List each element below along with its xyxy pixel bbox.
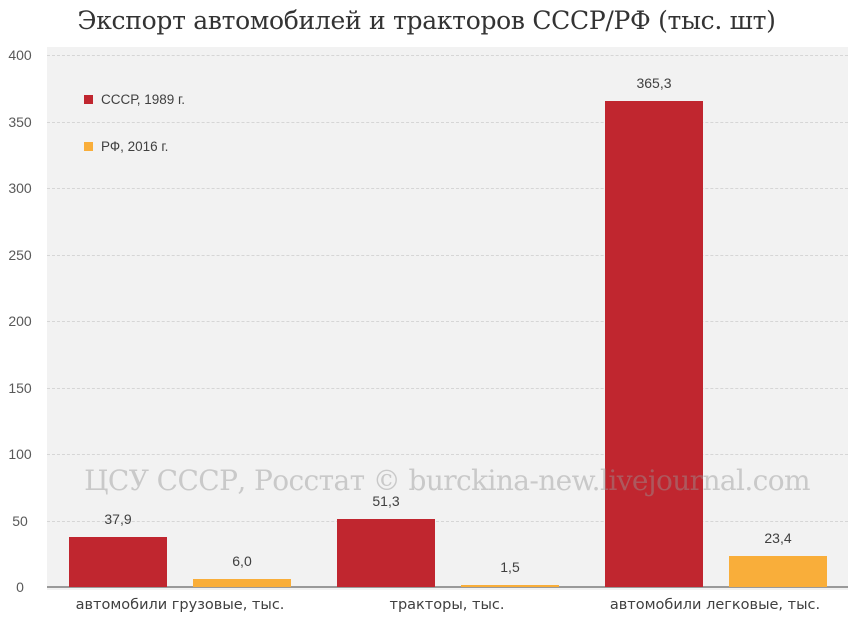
y-tick-label: 0 bbox=[16, 579, 24, 595]
gridline bbox=[47, 121, 848, 123]
y-tick-label: 250 bbox=[8, 246, 32, 263]
gridline bbox=[47, 387, 848, 389]
y-tick-label: 100 bbox=[8, 446, 32, 462]
x-category-label: автомобили грузовые, тыс. bbox=[75, 597, 285, 613]
gridline bbox=[47, 55, 848, 56]
bar-rf bbox=[193, 579, 291, 587]
gridline bbox=[47, 454, 848, 455]
legend-swatch-ussr-icon bbox=[84, 95, 93, 104]
y-tick-label: 150 bbox=[8, 379, 32, 396]
bar-ussr bbox=[337, 518, 435, 587]
data-label-ussr: 365,3 bbox=[636, 75, 672, 92]
bar-ussr bbox=[69, 536, 167, 587]
y-tick-label: 200 bbox=[8, 313, 32, 329]
legend-swatch-rf-icon bbox=[84, 142, 93, 151]
bar-rf bbox=[461, 585, 559, 587]
x-category-label: автомобили легковые, тыс. bbox=[609, 597, 821, 613]
chart-title: Экспорт автомобилей и тракторов СССР/РФ … bbox=[77, 6, 776, 35]
bar-ussr bbox=[605, 101, 703, 587]
gridline bbox=[47, 321, 848, 322]
data-label-ussr: 51,3 bbox=[372, 492, 400, 509]
gridline bbox=[47, 188, 848, 189]
gridline bbox=[47, 520, 848, 522]
data-label-ussr: 37,9 bbox=[104, 510, 132, 527]
legend-item-rf: РФ, 2016 г. bbox=[84, 139, 168, 154]
plot-area bbox=[47, 47, 848, 590]
legend-item-ussr: СССР, 1989 г. bbox=[84, 92, 185, 107]
legend-label: РФ, 2016 г. bbox=[101, 139, 169, 154]
legend-label: СССР, 1989 г. bbox=[101, 92, 186, 107]
x-category-label: тракторы, тыс. bbox=[389, 597, 505, 613]
y-tick-label: 300 bbox=[8, 180, 32, 196]
x-axis-line bbox=[47, 586, 848, 588]
y-tick-label: 50 bbox=[12, 512, 28, 529]
gridline bbox=[47, 254, 848, 256]
bar-rf bbox=[729, 555, 827, 587]
y-tick-label: 400 bbox=[8, 47, 32, 63]
data-label-rf: 1,5 bbox=[500, 559, 520, 575]
data-label-rf: 23,4 bbox=[764, 529, 792, 546]
data-label-rf: 6,0 bbox=[232, 553, 252, 570]
y-tick-label: 350 bbox=[8, 113, 32, 130]
